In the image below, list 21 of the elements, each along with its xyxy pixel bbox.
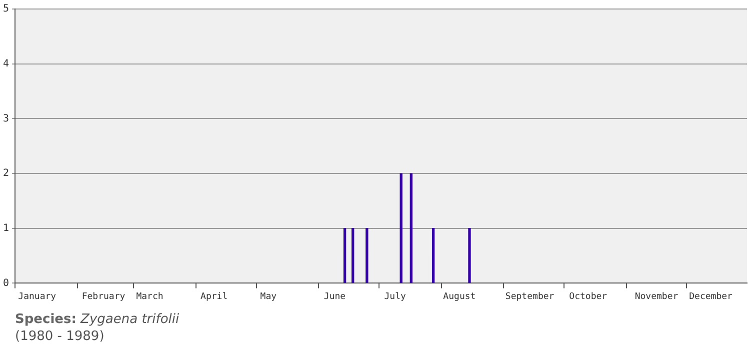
text: (1980 - 1989): [15, 328, 106, 345]
x-tick-label: May: [260, 292, 278, 302]
x-tick-label: March: [136, 292, 164, 302]
x-tick-label: June: [324, 292, 346, 302]
y-tick-label: 1: [2, 222, 10, 234]
y-tick-label: 2: [2, 168, 10, 180]
x-tick-label: October: [569, 292, 608, 302]
text: Species:: [15, 312, 76, 327]
text: Zygaena trifolii: [80, 312, 180, 327]
y-tick-label: 3: [2, 113, 10, 124]
x-tick-label: January: [18, 292, 57, 302]
x-tick-label: November: [634, 292, 679, 302]
y-tick-label: 0: [2, 278, 10, 289]
y-tick-label: 4: [2, 58, 10, 70]
x-tick-label: July: [384, 292, 406, 302]
x-tick-label: December: [689, 292, 734, 302]
x-tick-label: April: [200, 292, 228, 302]
x-tick-label: February: [82, 292, 126, 302]
y-tick-label: 5: [2, 4, 10, 15]
x-tick-label: August: [443, 292, 476, 302]
x-tick-label: September: [505, 292, 555, 302]
